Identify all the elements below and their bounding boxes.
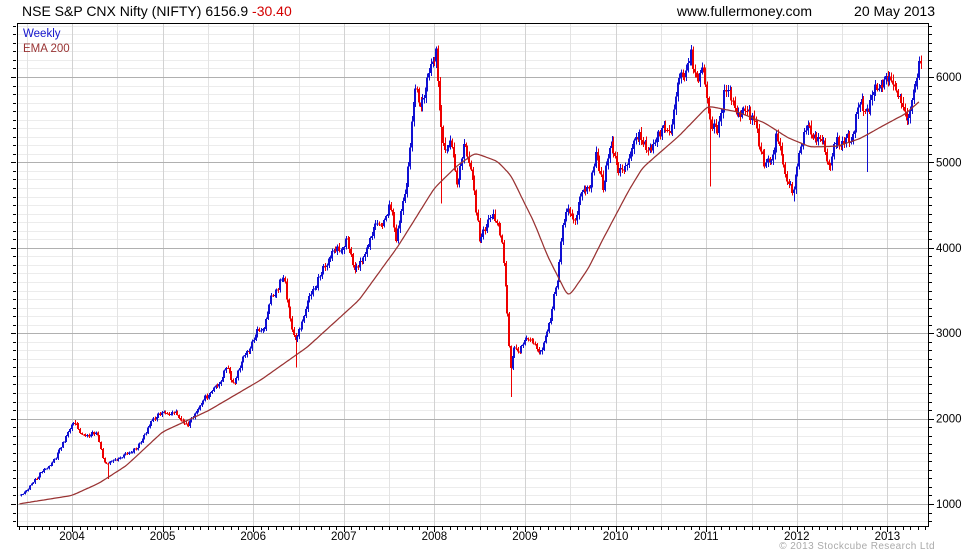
gridlines [17,23,928,526]
x-axis-label: 2007 [331,531,357,543]
y-axis-label: 5000 [936,157,962,169]
x-axis-label: 2004 [59,531,85,543]
y-axis-label: 4000 [936,243,962,255]
ema-line [19,101,920,505]
x-axis-label: 2006 [240,531,266,543]
weekly-candles [20,45,922,497]
last-price: 6156.9 [205,3,249,19]
x-axis-label: 2009 [512,531,538,543]
copyright-notice: © 2013 Stockcube Research Ltd [779,541,935,552]
instrument-name: NSE S&P CNX Nifty (NIFTY) [22,3,202,19]
y-axis-label: 3000 [936,328,962,340]
legend-weekly: Weekly [23,28,61,40]
legend-ema-200: EMA 200 [23,43,70,55]
x-axis-label: 2013 [875,531,901,543]
x-axis-label: 2008 [422,531,448,543]
y-axis-label: 1000 [936,499,962,511]
chart-title: NSE S&P CNX Nifty (NIFTY) 6156.9 -30.40 [22,3,292,19]
axes [11,23,934,532]
x-axis-label: 2005 [150,531,176,543]
price-change: -30.40 [252,3,292,19]
x-axis-label: 2012 [784,531,810,543]
x-axis-label: 2011 [694,531,719,543]
y-axis-label: 6000 [936,72,962,84]
x-axis-label: 2010 [603,531,629,543]
website-link[interactable]: www.fullermoney.com [676,3,812,19]
chart-date: 20 May 2013 [854,3,935,19]
y-axis-label: 2000 [936,414,962,426]
